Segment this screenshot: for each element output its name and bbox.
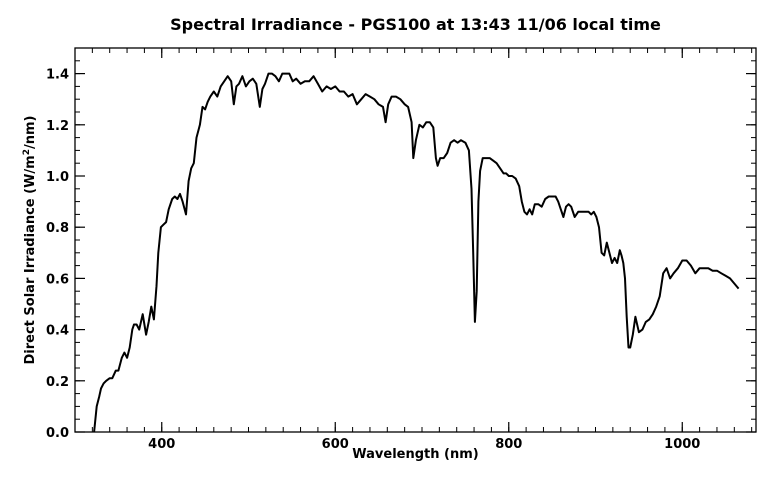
x-axis-label: Wavelength (nm) <box>352 447 479 462</box>
x-tick-label: 400 <box>148 437 175 452</box>
y-tick-label: 0.0 <box>46 426 69 441</box>
y-tick-label: 0.6 <box>46 272 69 287</box>
x-tick-label: 800 <box>495 437 522 452</box>
x-tick-label: 1000 <box>664 437 700 452</box>
y-axis-label-suffix: /nm) <box>23 115 39 150</box>
plot-frame <box>74 47 757 433</box>
y-axis-label-prefix: Direct Solar Irradiance (W/m <box>23 155 39 365</box>
y-tick-label: 0.8 <box>46 221 69 236</box>
x-tick-labels: 400 600 800 1000 <box>148 437 700 452</box>
y-axis-label-superscript: 2 <box>21 149 32 156</box>
major-tick-marks <box>75 48 756 433</box>
x-tick-label: 600 <box>322 437 349 452</box>
irradiance-line <box>93 72 740 433</box>
y-tick-label: 1.0 <box>46 170 69 185</box>
y-tick-label: 1.4 <box>46 68 69 83</box>
minor-tick-marks <box>74 47 756 433</box>
y-tick-labels: 0.0 0.2 0.4 0.6 0.8 1.0 1.2 1.4 <box>46 68 69 441</box>
chart-title: Spectral Irradiance - PGS100 at 13:43 11… <box>170 15 661 34</box>
y-tick-label: 1.2 <box>46 119 69 134</box>
y-tick-label: 0.4 <box>46 324 69 339</box>
y-tick-label: 0.2 <box>46 375 69 390</box>
y-axis-label: Direct Solar Irradiance (W/m2/nm) <box>22 116 38 365</box>
